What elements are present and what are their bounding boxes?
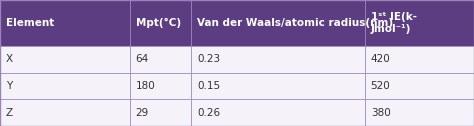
Bar — [365, 46, 474, 73]
Text: 1ˢᵗ IE(k-: 1ˢᵗ IE(k- — [371, 12, 417, 22]
Bar — [130, 46, 191, 73]
Bar — [130, 0, 191, 46]
Text: Jmol⁻¹): Jmol⁻¹) — [371, 24, 411, 34]
Bar — [191, 0, 365, 46]
Bar — [365, 99, 474, 126]
Bar — [0, 46, 130, 73]
Text: Mpt(°C): Mpt(°C) — [136, 18, 181, 28]
Bar — [191, 99, 365, 126]
Bar — [365, 0, 474, 46]
Text: Element: Element — [6, 18, 54, 28]
Text: Z: Z — [6, 108, 13, 118]
Bar — [191, 73, 365, 99]
Text: 0.15: 0.15 — [197, 81, 220, 91]
Text: 0.23: 0.23 — [197, 54, 220, 64]
Text: 380: 380 — [371, 108, 391, 118]
Bar — [130, 99, 191, 126]
Text: 0.26: 0.26 — [197, 108, 220, 118]
Text: X: X — [6, 54, 13, 64]
Text: Van der Waals/atomic radius(nm): Van der Waals/atomic radius(nm) — [197, 18, 393, 28]
Text: 520: 520 — [371, 81, 391, 91]
Text: 420: 420 — [371, 54, 391, 64]
Text: 64: 64 — [136, 54, 149, 64]
Bar — [0, 99, 130, 126]
Bar — [0, 73, 130, 99]
Text: Y: Y — [6, 81, 12, 91]
Bar — [0, 0, 130, 46]
Bar — [130, 73, 191, 99]
Text: 29: 29 — [136, 108, 149, 118]
Bar — [191, 46, 365, 73]
Text: 180: 180 — [136, 81, 155, 91]
Bar — [365, 73, 474, 99]
